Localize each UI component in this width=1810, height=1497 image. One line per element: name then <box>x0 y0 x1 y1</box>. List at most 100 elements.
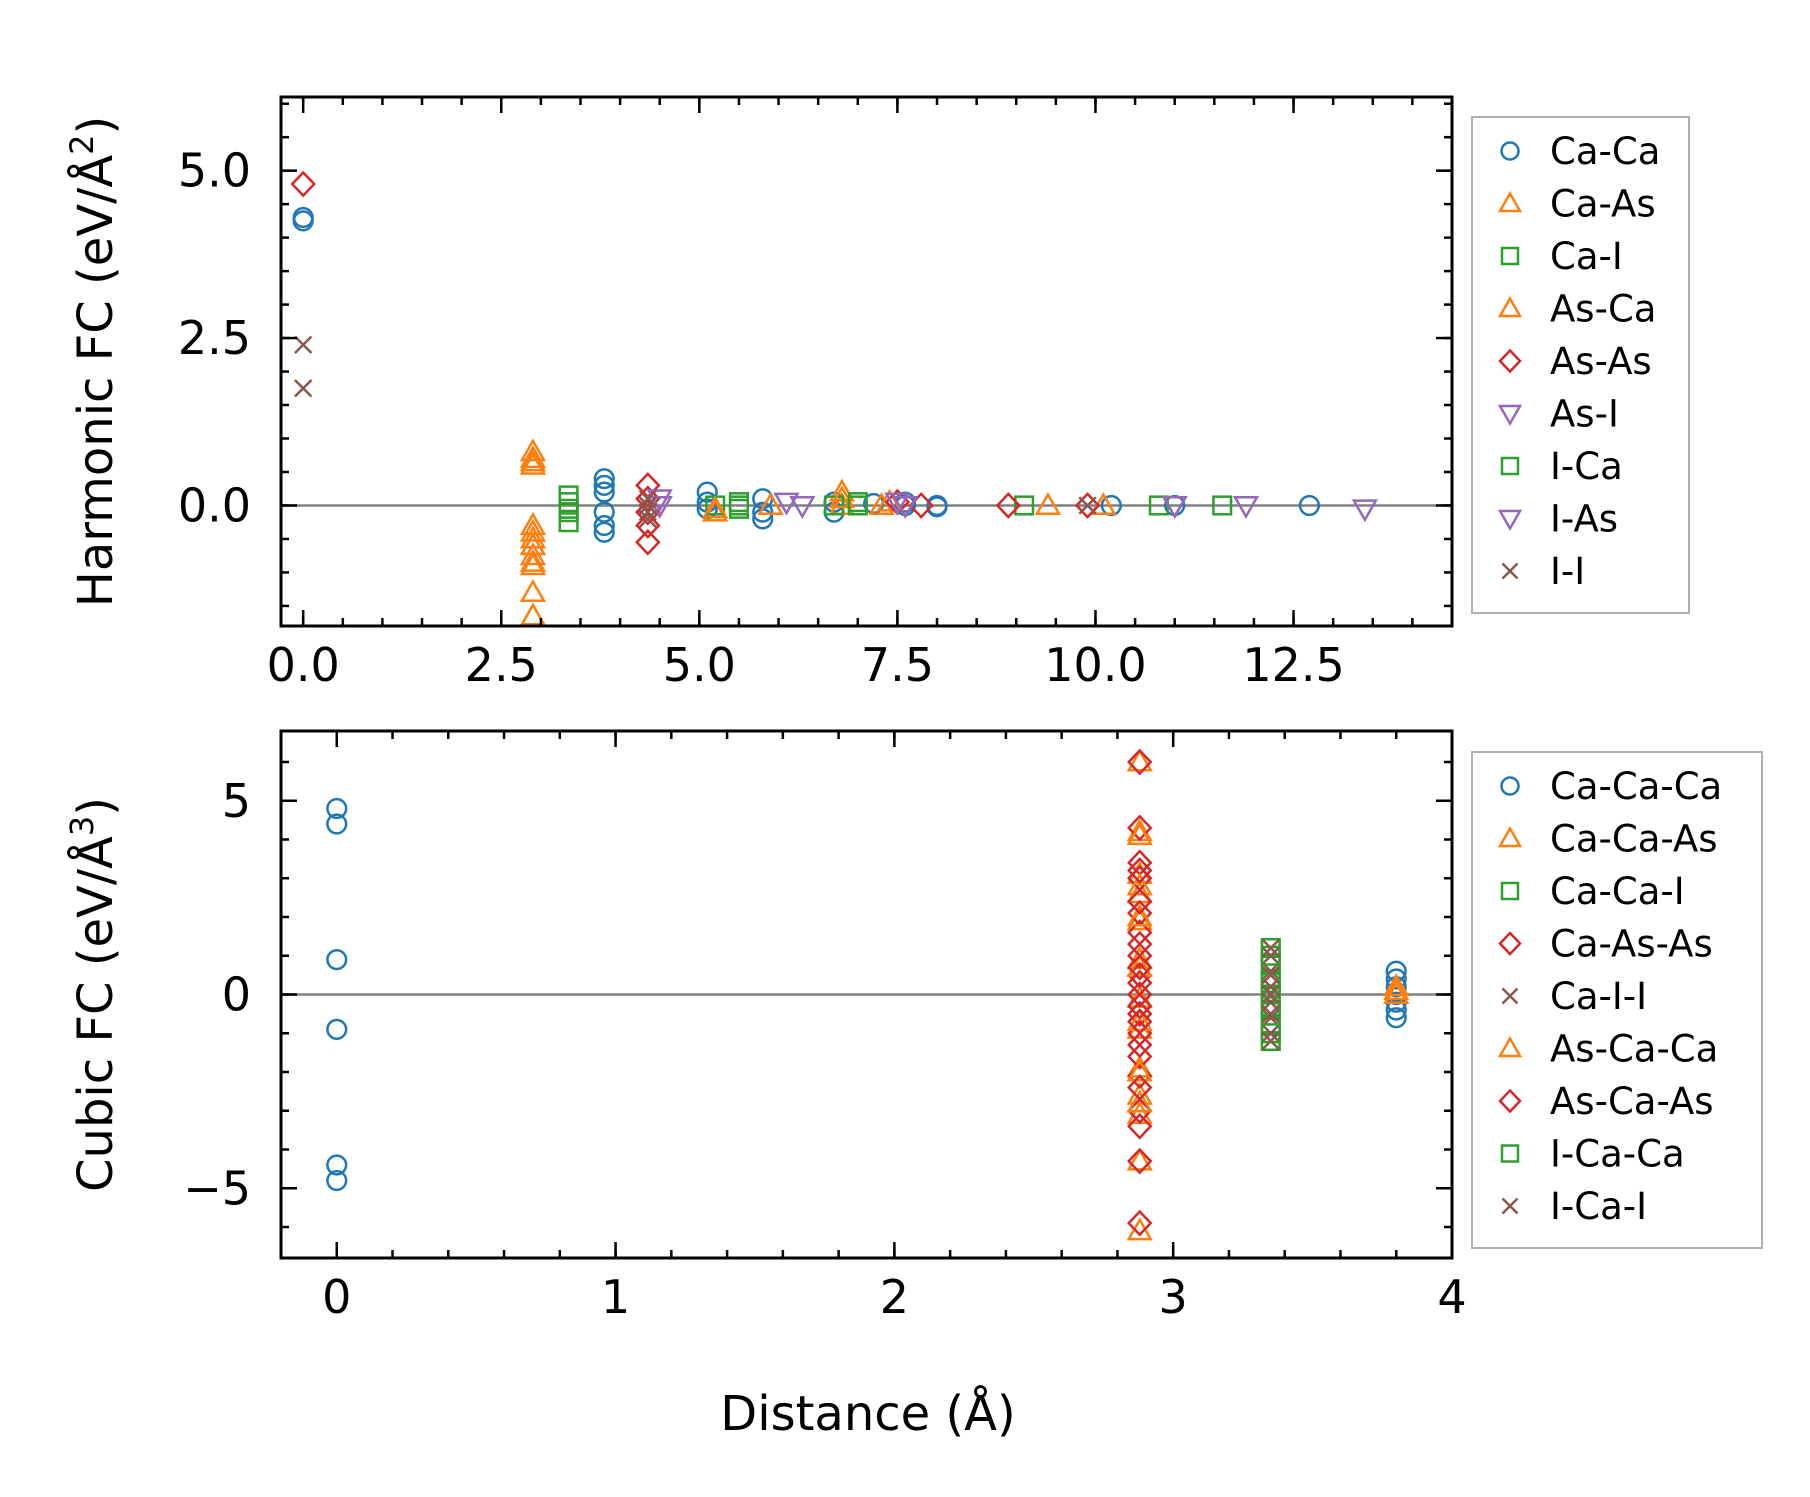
data-point <box>558 485 579 506</box>
x-tick-label: 3 <box>1159 1270 1188 1324</box>
series-i-ca <box>558 492 1233 519</box>
legend-marker <box>1500 776 1520 796</box>
data-point <box>1127 942 1153 970</box>
legend-marker <box>1497 825 1523 848</box>
x-tick-label: 1 <box>601 1270 630 1324</box>
legend-label: As-Ca-Ca <box>1550 1028 1718 1071</box>
legend-label: Ca-I-I <box>1550 975 1647 1018</box>
data-point <box>702 498 729 522</box>
legend-item: I-As <box>1497 498 1618 541</box>
data-point <box>635 485 661 513</box>
data-point <box>1161 495 1188 519</box>
legend-marker <box>1501 987 1519 1005</box>
y-axis-title: Harmonic FC (eV/Å2) <box>63 116 124 608</box>
legend-marker <box>1501 1197 1519 1215</box>
x-tick-label: 2 <box>880 1270 909 1324</box>
x-tick-label: 5.0 <box>663 638 736 692</box>
data-point <box>1261 1031 1280 1051</box>
data-point <box>1126 872 1153 896</box>
legend-item: Ca-As-As <box>1498 923 1713 966</box>
legend-marker <box>1497 404 1523 427</box>
data-point <box>1385 968 1407 990</box>
data-point <box>1127 1147 1153 1175</box>
data-point <box>635 472 661 499</box>
legend-label: As-As <box>1550 340 1652 383</box>
data-point <box>1127 1031 1153 1059</box>
data-point <box>1126 1008 1153 1032</box>
data-point <box>519 602 547 626</box>
legend: Ca-Ca-Ca Ca-Ca-As Ca-Ca-I Ca-As-As Ca-I-I As-… <box>1471 751 1763 1249</box>
data-point <box>757 491 784 515</box>
legend-item: I-Ca <box>1500 445 1623 488</box>
legend-label: I-As <box>1550 498 1618 541</box>
y-tick-label: 0.0 <box>178 478 251 532</box>
data-point <box>1127 1043 1153 1070</box>
data-point <box>519 552 547 576</box>
y-tick-label: −5 <box>183 1161 251 1215</box>
data-point <box>292 210 314 232</box>
data-point <box>326 1154 348 1176</box>
data-point <box>638 489 657 508</box>
x-tick-label: 0 <box>322 1270 351 1324</box>
legend-label: Ca-As-As <box>1550 923 1713 966</box>
harmonic-fc-panel: 0.0 2.5 5.0 7.5 10.0 12.5 0.0 2.5 5.0 Harmonic FC… <box>63 52 1690 692</box>
legend-marker <box>1498 348 1522 374</box>
data-point <box>593 514 615 537</box>
data-point <box>326 949 348 971</box>
data-point <box>593 468 615 490</box>
data-markers <box>290 52 1379 626</box>
data-point <box>702 495 729 519</box>
legend-marker <box>1498 1088 1522 1114</box>
data-point <box>1351 499 1379 523</box>
ticks <box>279 731 1454 1258</box>
data-point <box>1126 903 1153 927</box>
data-point <box>519 438 547 462</box>
data-point <box>558 498 579 519</box>
data-point <box>789 495 816 519</box>
data-point <box>1126 822 1153 846</box>
x-tick-label: 12.5 <box>1242 638 1344 692</box>
data-point <box>638 503 657 522</box>
legend-item: Ca-I-I <box>1501 975 1647 1018</box>
data-point <box>1261 1004 1280 1024</box>
data-point <box>1126 1089 1153 1113</box>
data-point <box>1127 1209 1153 1237</box>
data-point <box>593 521 615 543</box>
legend-item: I-I <box>1501 550 1585 593</box>
data-point <box>1298 494 1320 517</box>
legend-marker <box>1500 456 1520 476</box>
data-point <box>1261 1024 1280 1043</box>
series-as-ca <box>519 448 856 576</box>
data-point <box>292 52 314 75</box>
legend-marker <box>1500 881 1520 901</box>
data-point <box>1385 999 1407 1021</box>
data-point <box>635 528 661 556</box>
series-ca-ca <box>292 206 1320 543</box>
legend-label: As-Ca <box>1550 288 1656 331</box>
data-point <box>926 496 948 518</box>
data-point <box>1078 496 1097 515</box>
y-tick-label: 5 <box>222 774 251 828</box>
legend-marker <box>1500 246 1520 266</box>
data-markers <box>326 748 1410 1241</box>
data-point <box>638 496 657 515</box>
y-tick-label: 5.0 <box>178 144 251 198</box>
data-point <box>326 813 348 835</box>
legend-label: I-Ca <box>1550 445 1623 488</box>
legend-item: Ca-As <box>1497 183 1656 226</box>
data-point <box>519 448 547 472</box>
legend-item: Ca-Ca-Ca <box>1500 765 1722 808</box>
x-tick-label: 10.0 <box>1044 638 1146 692</box>
legend-marker <box>1500 1144 1520 1163</box>
legend-label: Ca-I <box>1550 235 1623 278</box>
legend-label: I-Ca-Ca <box>1550 1133 1685 1176</box>
legend-marker <box>1497 190 1523 213</box>
data-point <box>1261 965 1280 985</box>
data-point <box>558 512 579 533</box>
data-point <box>728 492 749 513</box>
series-ca-as-as <box>1127 748 1153 1175</box>
data-point <box>1127 954 1153 981</box>
legend-marker <box>1498 931 1522 956</box>
data-point <box>1232 495 1260 519</box>
